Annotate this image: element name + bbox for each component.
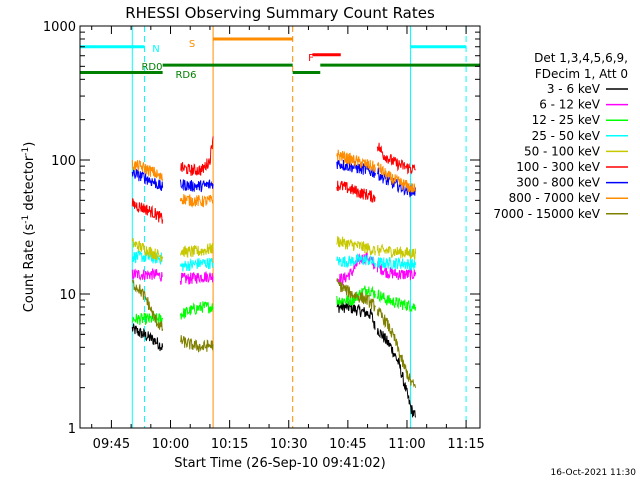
series-line-7 xyxy=(179,194,214,208)
legend-label: 25 - 50 keV xyxy=(532,129,601,143)
legend-label: 50 - 100 keV xyxy=(524,144,601,158)
series-line-7 xyxy=(376,162,417,193)
flag-label-s: S xyxy=(189,39,195,50)
series-line-2 xyxy=(336,285,376,306)
series-line-7 xyxy=(336,149,376,173)
legend-label: 300 - 800 keV xyxy=(516,176,600,190)
x-tick-label: 09:45 xyxy=(93,437,130,452)
series-line-6 xyxy=(336,159,376,178)
legend-header: FDecim 1, Att 0 xyxy=(535,67,628,81)
series-line-2 xyxy=(131,312,164,326)
series-line-1 xyxy=(376,261,417,281)
y-tick-label: 1000 xyxy=(43,20,76,35)
series-line-5 xyxy=(336,180,376,203)
y-tick-label: 1 xyxy=(68,422,76,437)
series-line-4 xyxy=(336,236,376,256)
legend: Det 1,3,4,5,6,9, FDecim 1, Att 03 - 6 keV… xyxy=(493,51,628,221)
flag-label-rd0: RD0 xyxy=(141,62,162,73)
plot-frame xyxy=(79,25,481,429)
x-tick-label: 11:15 xyxy=(447,437,484,452)
series-line-8 xyxy=(179,335,214,353)
legend-label: 3 - 6 keV xyxy=(547,82,601,96)
footer-date: 16-Oct-2021 11:30 xyxy=(551,468,637,478)
series-line-5 xyxy=(180,136,214,176)
series-line-0 xyxy=(131,323,164,352)
series-line-8 xyxy=(376,307,417,388)
flag-label-rd6: RD6 xyxy=(175,70,196,81)
series-line-2 xyxy=(179,301,214,320)
x-tick-label: 10:15 xyxy=(211,437,248,452)
series-line-2 xyxy=(376,289,417,313)
series-line-1 xyxy=(131,268,163,282)
flag-label-n: N xyxy=(152,44,159,55)
series-line-6 xyxy=(131,168,164,191)
legend-label: 800 - 7000 keV xyxy=(509,191,601,205)
series-line-4 xyxy=(131,237,164,262)
series-line-7 xyxy=(131,159,164,182)
legend-header: Det 1,3,4,5,6,9, xyxy=(534,51,628,65)
series-line-8 xyxy=(131,279,164,332)
series-line-1 xyxy=(336,251,376,286)
plot-area: N S F RD0 RD6 xyxy=(80,26,480,428)
legend-label: 7000 - 15000 keV xyxy=(493,207,600,221)
legend-label: 6 - 12 keV xyxy=(539,98,601,112)
series-line-4 xyxy=(376,243,417,260)
chart-title: RHESSI Observing Summary Count Rates xyxy=(125,4,435,22)
x-tick-label: 10:45 xyxy=(329,437,366,452)
x-tick-label: 10:00 xyxy=(152,437,189,452)
series-line-3 xyxy=(179,257,214,272)
series-line-4 xyxy=(179,242,214,258)
series-line-6 xyxy=(179,178,214,193)
series-line-0 xyxy=(376,328,417,418)
series-line-5 xyxy=(131,198,164,224)
x-axis-label: Start Time (26-Sep-10 09:41:02) xyxy=(174,456,385,471)
x-tick-label: 10:30 xyxy=(270,437,307,452)
series-line-5 xyxy=(376,142,416,175)
y-tick-label: 100 xyxy=(51,154,76,169)
y-axis-label: Count Rate (s-1 detector-1) xyxy=(21,142,37,313)
flag-label-f: F xyxy=(308,53,314,64)
axes: 1 10 100 1000 09:45 10:00 10:15 10:30 10:45 11:00… xyxy=(43,20,485,452)
y-tick-label: 10 xyxy=(59,288,76,303)
x-tick-label: 11:00 xyxy=(388,437,425,452)
series-line-3 xyxy=(376,256,417,271)
legend-label: 12 - 25 keV xyxy=(532,113,601,127)
legend-label: 100 - 300 keV xyxy=(516,160,600,174)
series-line-8 xyxy=(336,278,376,312)
series-line-1 xyxy=(179,271,214,285)
series-line-3 xyxy=(336,253,376,269)
